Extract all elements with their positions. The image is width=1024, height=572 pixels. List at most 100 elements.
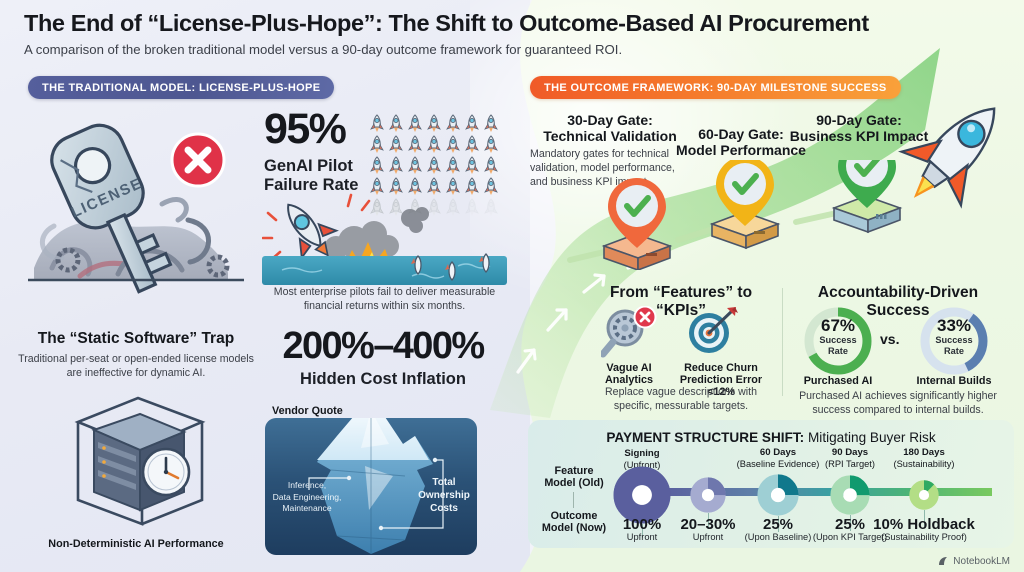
milestone-bottom-label: 10% Holdback (Sustainability Proof) xyxy=(873,516,975,542)
features-to-kpis-caption: Replace vague descriptions with specific… xyxy=(605,386,757,412)
rocket-icon xyxy=(427,114,441,132)
broken-license-illustration: LICENSE xyxy=(28,123,244,294)
purchased-ai-percent: 67% xyxy=(820,316,856,335)
payment-title: PAYMENT STRUCTURE SHIFT: Mitigating Buye… xyxy=(606,430,936,445)
success-rocket-icon xyxy=(898,107,996,209)
model-divider xyxy=(573,492,574,508)
accountability-heading: Accountability-Driven Success xyxy=(817,284,979,319)
iceberg-hidden-costs-label: Inference, Data Engineering, Maintenance xyxy=(272,480,342,514)
accountability-caption: Purchased AI achieves significantly high… xyxy=(799,390,997,416)
rocket-icon xyxy=(408,177,422,195)
rocket-failure-grid xyxy=(368,113,503,218)
badge-traditional-model: THE TRADITIONAL MODEL: LICENSE-PLUS-HOPE xyxy=(28,76,335,99)
iceberg-illustration xyxy=(308,418,444,554)
milestone-top-label: Signing (Upfront) xyxy=(623,448,661,470)
rocket-icon xyxy=(484,135,498,153)
feature-model-label: Feature Model (Old) xyxy=(544,465,604,489)
notebooklm-icon xyxy=(939,557,948,565)
failure-rate-label-2: Failure Rate xyxy=(264,175,359,194)
rocket-icon xyxy=(389,114,403,132)
section-divider xyxy=(782,288,783,396)
milestone-bottom-label: 20–30% Upfront xyxy=(680,516,736,542)
rocket-icon xyxy=(408,114,422,132)
rocket-icon xyxy=(408,135,422,153)
milestone-bottom-label: 100% Upfront xyxy=(622,516,662,542)
gate-title-30day: 30-Day Gate: Technical Validation xyxy=(543,112,677,144)
donut-purchased-ai xyxy=(804,307,872,375)
rocket-icon xyxy=(370,198,384,216)
purchased-ai-value-block: 67% Success Rate xyxy=(800,317,876,356)
rocket-icon xyxy=(427,198,441,216)
milestone-bottom-label: 25% (Upon KPI Target) xyxy=(812,516,888,542)
iceberg-card: Inference, Data Engineering, Maintenance… xyxy=(265,418,477,555)
target-arrow-icon xyxy=(689,307,738,353)
rocket-icon xyxy=(465,156,479,174)
server-caption: Non-Deterministic AI Performance xyxy=(48,538,224,550)
rocket-icon xyxy=(389,198,403,216)
rocket-row xyxy=(368,134,503,154)
purchased-ai-caption: Purchased AI xyxy=(803,375,873,387)
cost-inflation-value: 200%–400% xyxy=(282,325,485,367)
rocket-icon xyxy=(465,114,479,132)
gate-pin-30day xyxy=(608,178,666,248)
badge-outcome-framework: THE OUTCOME FRAMEWORK: 90-DAY MILESTONE … xyxy=(530,76,901,99)
cost-inflation-label: Hidden Cost Inflation xyxy=(300,370,466,388)
vendor-quote-label: Vendor Quote xyxy=(272,405,343,417)
internal-builds-caption: Internal Builds xyxy=(916,375,992,387)
clock-icon xyxy=(141,447,191,497)
rocket-icon xyxy=(446,114,460,132)
milestone-gates-illustration xyxy=(567,160,903,270)
milestone-top-label: 90 Days (RPI Target) xyxy=(825,447,875,469)
server-rack-illustration xyxy=(74,396,206,526)
cost-inflation-stat: 200%–400% Hidden Cost Inflation xyxy=(252,327,514,389)
milestone-donut xyxy=(690,477,726,513)
milestone-top-label: 180 Days (Sustainability) xyxy=(893,447,955,469)
failure-rate-caption: Most enterprise pilots fail to deliver m… xyxy=(273,286,496,312)
features-to-kpis-heading: From “Features” to “KPIs” xyxy=(609,284,753,319)
vague-ai-label: Vague AI Analytics xyxy=(604,362,653,386)
gate-title-60day: 60-Day Gate: Model Performance xyxy=(676,126,806,158)
milestone-tick xyxy=(778,516,779,532)
notebooklm-footer: NotebookLM xyxy=(937,555,1010,567)
rocket-icon xyxy=(446,198,460,216)
rocket-icon xyxy=(465,135,479,153)
rocket-icon xyxy=(484,114,498,132)
rocket-icon xyxy=(427,177,441,195)
notebooklm-brand: NotebookLM xyxy=(953,555,1010,567)
rocket-icon xyxy=(484,198,498,216)
static-software-trap: The “Static Software” Trap Traditional p… xyxy=(14,330,258,381)
outcome-model-label: Outcome Model (Now) xyxy=(541,510,607,534)
gate-pin-60day xyxy=(716,160,774,226)
milestone-top-label: 60 Days (Baseline Evidence) xyxy=(736,447,820,469)
milestone-bottom-label: 25% (Upon Baseline) xyxy=(744,516,812,542)
vs-label: vs. xyxy=(880,331,900,347)
milestone-donut xyxy=(830,475,870,515)
gate-pin-90day xyxy=(838,160,896,208)
rocket-icon xyxy=(484,156,498,174)
rocket-icon xyxy=(408,156,422,174)
page-title: The End of “License-Plus-Hope”: The Shif… xyxy=(24,10,869,36)
page-subtitle: A comparison of the broken traditional m… xyxy=(24,42,623,58)
internal-builds-value-block: 33% Success Rate xyxy=(916,317,992,356)
rocket-row xyxy=(368,197,503,217)
gate-platform-60day xyxy=(709,211,781,250)
payment-timeline-track xyxy=(658,488,992,496)
magnifier-gear-icon xyxy=(601,306,657,358)
iceberg-total-ownership-label: Total Ownership Costs xyxy=(418,477,470,514)
internal-builds-percent: 33% xyxy=(936,316,972,335)
payment-structure-card: PAYMENT STRUCTURE SHIFT: Mitigating Buye… xyxy=(528,420,1014,548)
milestone-tick xyxy=(850,515,851,531)
failure-rate-label-1: GenAI Pilot xyxy=(264,157,353,175)
rocket-icon xyxy=(389,156,403,174)
rocket-icon xyxy=(446,135,460,153)
milestone-tick xyxy=(708,513,709,529)
donut-internal-builds xyxy=(920,307,988,375)
milestone-donut xyxy=(909,480,939,510)
rocket-icon xyxy=(446,156,460,174)
failure-rate-value: 95% xyxy=(264,105,347,153)
rocket-icon xyxy=(370,135,384,153)
rocket-icon xyxy=(446,177,460,195)
rocket-row xyxy=(368,113,503,133)
rocket-crash-illustration xyxy=(262,193,507,285)
